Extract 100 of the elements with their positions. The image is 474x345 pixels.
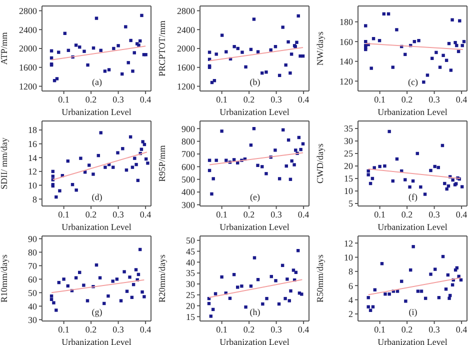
y-tick-label: 2800 [177,6,196,16]
y-tick-label: 4 [348,294,354,305]
y-tick-label: 20 [344,161,354,172]
x-tick-label: 0.3 [428,94,440,104]
y-axis-title: ATP/mm [0,32,10,65]
annotation: (b) [248,77,262,87]
x-tick-label: 0.4 [298,209,310,220]
x-tick-label: 0.3 [428,209,440,220]
y-tick-label: 8 [348,266,354,277]
y-axis-title: SDII/ mm/day [0,137,10,190]
y-tick-label: 60 [28,274,38,284]
x-tick-label: 0.2 [85,209,97,220]
y-tick-label: 1600 [177,62,196,73]
y-tick-label: 20 [186,300,196,311]
x-tick-label: 0.3 [428,324,440,334]
annotation: (h) [248,307,262,317]
x-tick-label: 0.2 [401,94,413,104]
annotation: (d) [90,192,104,202]
y-tick-label: 12 [344,238,353,248]
x-axis-title: Urbanization Level [378,107,448,117]
x-tick-label: 0.3 [270,209,282,220]
x-tick-label: 0.2 [243,94,255,104]
x-tick-label: 0.2 [85,94,97,104]
y-tick-label: 180 [340,17,354,28]
x-axis-title: Urbanization Level [220,337,290,345]
y-tick-label: 300 [182,200,196,210]
x-tick-label: 0.3 [112,209,124,220]
x-tick-label: 0.2 [85,324,97,334]
x-axis-title: Urbanization Level [220,107,290,117]
y-tick-label: 700 [182,149,196,160]
x-tick-label: 0.3 [270,94,282,104]
y-tick-label: 2400 [177,24,196,35]
y-tick-label: 45 [186,246,196,256]
y-tick-label: 900 [182,124,196,134]
y-tick-label: 160 [340,36,354,47]
y-tick-label: 10 [344,186,354,196]
y-tick-label: 600 [182,162,196,172]
y-tick-label: 5 [348,198,354,209]
x-tick-label: 0.2 [243,324,255,334]
annotation: (f) [408,192,418,202]
y-tick-label: 2000 [19,44,38,54]
y-tick-label: 15 [344,174,354,184]
y-tick-label: 12 [28,166,37,177]
y-tick-label: 25 [186,290,196,300]
y-tick-label: 15 [186,312,196,322]
y-tick-label: 50 [28,288,38,298]
x-tick-label: 0.1 [374,209,386,220]
x-tick-label: 0.1 [58,324,70,334]
y-axis-title: R50mm/days [315,254,326,303]
y-axis-title: CWD/days [315,143,326,184]
y-tick-label: 10 [344,252,354,262]
y-tick-label: 30 [186,279,196,290]
annotation: (g) [90,307,104,317]
x-axis-title: Urbanization Level [378,222,448,232]
y-tick-label: 14 [28,152,38,163]
x-axis-title: Urbanization Level [62,107,132,117]
x-axis-title: Urbanization Level [62,337,132,345]
y-tick-label: 800 [182,136,196,146]
y-tick-label: 30 [28,314,38,325]
y-tick-label: 16 [28,139,38,149]
x-tick-label: 0.4 [456,324,468,334]
y-tick-label: 70 [28,260,38,271]
x-tick-label: 0.4 [140,324,152,334]
x-tick-label: 0.3 [112,324,124,334]
annotation: (i) [408,307,418,317]
annotation: (a) [91,77,103,87]
y-tick-label: 2000 [177,44,196,54]
x-axis-title: Urbanization Level [220,222,290,232]
y-tick-label: 30 [344,136,354,146]
y-tick-label: 18 [28,125,38,136]
x-tick-label: 0.1 [58,209,70,220]
y-tick-label: 500 [182,174,196,185]
x-tick-label: 0.4 [140,94,152,104]
x-tick-label: 0.1 [58,94,70,104]
y-axis-title: R20mm/days [157,254,168,303]
x-tick-label: 0.2 [401,209,413,220]
y-tick-label: 1600 [19,62,38,73]
annotation: (c) [407,77,419,87]
x-axis-title: Urbanization Level [378,337,448,345]
y-tick-label: 40 [28,301,38,312]
x-tick-label: 0.1 [374,324,386,334]
y-tick-label: 2400 [19,24,38,35]
y-tick-label: 120 [340,76,354,86]
y-tick-label: 80 [28,247,38,258]
x-axis-title: Urbanization Level [62,222,132,232]
y-tick-label: 1200 [19,81,38,92]
x-tick-label: 0.4 [140,209,152,220]
y-tick-label: 90 [28,234,38,244]
y-tick-label: 1200 [177,81,196,92]
x-tick-label: 0.3 [270,324,282,334]
x-tick-label: 0.4 [298,94,310,104]
y-tick-label: 25 [344,148,354,159]
x-tick-label: 0.1 [216,94,228,104]
x-tick-label: 0.1 [374,94,386,104]
x-tick-label: 0.2 [243,209,255,220]
y-tick-label: 8 [32,194,38,204]
y-tick-label: 2 [348,309,353,320]
y-axis-title: R10mm/days [0,254,10,303]
y-axis-title: PRCPTOT/mm [157,20,168,76]
y-tick-label: 35 [344,124,354,134]
